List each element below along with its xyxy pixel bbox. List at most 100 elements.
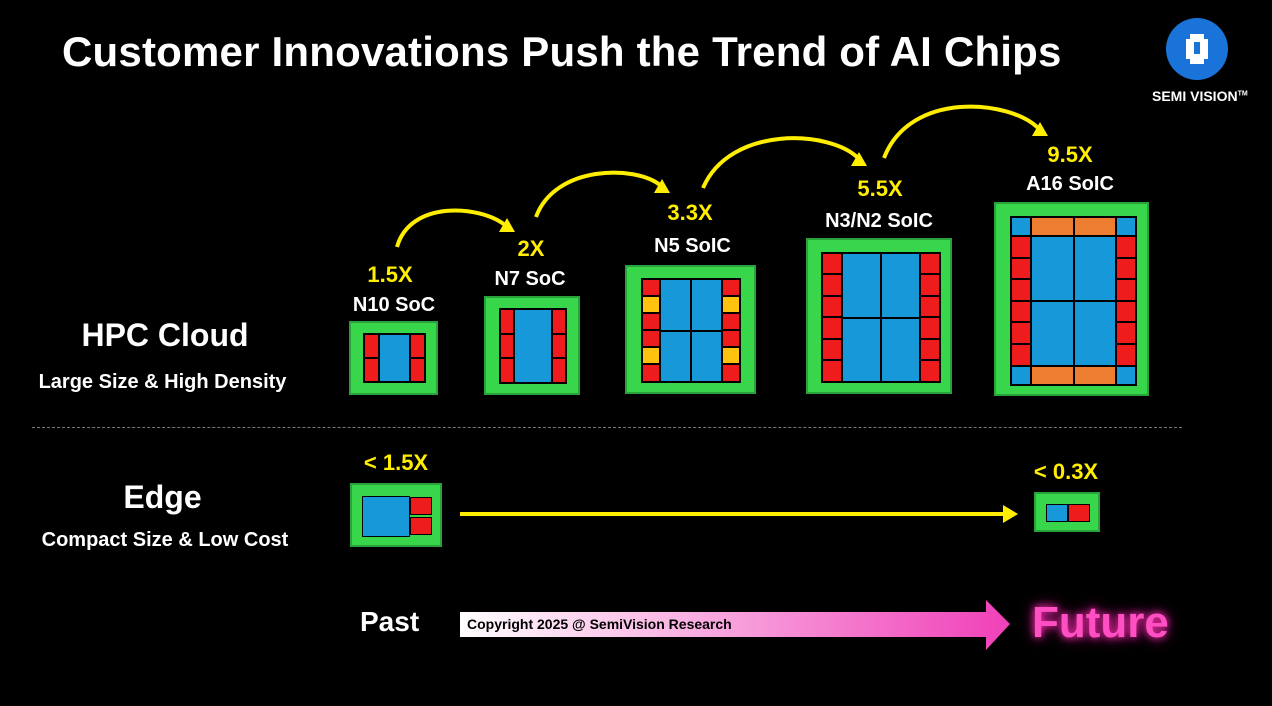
io-block <box>1074 366 1116 385</box>
chip-label-n10: N10 SoC <box>352 294 436 316</box>
io-block <box>1031 217 1074 236</box>
chip-n3n2-soic <box>806 238 952 394</box>
compute-die <box>1074 236 1116 301</box>
io-block <box>642 296 660 313</box>
multiplier-n10: 1.5X <box>367 262 413 287</box>
chip-edge-past <box>350 483 442 547</box>
logo-text: SEMI VISIONTM <box>1152 88 1248 104</box>
io-block <box>822 339 842 360</box>
compute-die <box>1031 236 1074 301</box>
chip-label-n7: N7 SoC <box>494 268 566 290</box>
io-block <box>364 358 379 382</box>
compute-die <box>691 279 722 331</box>
io-block <box>1031 366 1074 385</box>
io-block <box>722 330 740 347</box>
io-block <box>410 517 432 535</box>
io-block <box>1011 258 1031 279</box>
io-block <box>920 339 940 360</box>
future-label: Future <box>1032 598 1169 647</box>
io-block <box>410 358 425 382</box>
corner-die <box>1116 217 1136 236</box>
io-block <box>722 313 740 330</box>
io-block <box>1116 279 1136 301</box>
curve-arrow-2 <box>534 170 662 218</box>
compute-die <box>881 318 920 382</box>
io-block <box>1116 301 1136 322</box>
compute-die <box>881 253 920 318</box>
arrowhead-3 <box>851 152 867 166</box>
compute-die <box>842 253 881 318</box>
io-block <box>552 334 566 358</box>
io-block <box>822 360 842 382</box>
page-title: Customer Innovations Push the Trend of A… <box>62 28 1062 75</box>
multiplier-n5: 3.3X <box>667 200 713 225</box>
past-future-arrow <box>460 600 1010 650</box>
io-block <box>642 330 660 347</box>
io-block <box>500 334 514 358</box>
chip-edge-future <box>1034 492 1100 532</box>
multiplier-a16: 9.5X <box>1047 142 1093 167</box>
edge-arrowhead <box>1003 505 1018 523</box>
chip-label-a16: A16 SoIC <box>1026 173 1114 195</box>
corner-die <box>1011 217 1031 236</box>
io-block <box>1116 236 1136 258</box>
io-block <box>722 347 740 364</box>
chip-n10-soc <box>349 321 438 395</box>
section-divider <box>32 427 1182 428</box>
io-block <box>920 360 940 382</box>
arrowhead-1 <box>499 218 515 232</box>
io-block <box>410 334 425 358</box>
io-block <box>1011 322 1031 344</box>
chip-a16-soic <box>994 202 1149 396</box>
chip-n7-soc <box>484 296 580 395</box>
hpc-cloud-subtitle: Large Size & High Density <box>38 371 287 393</box>
io-block <box>722 364 740 382</box>
compute-die <box>1046 504 1068 522</box>
io-block <box>1011 236 1031 258</box>
io-block <box>1116 344 1136 366</box>
hpc-cloud-title: HPC Cloud <box>81 317 249 353</box>
compute-die <box>660 279 691 331</box>
corner-die <box>1116 366 1136 385</box>
io-block <box>1074 217 1116 236</box>
edge-title: Edge <box>123 479 202 515</box>
edge-subtitle: Compact Size & Low Cost <box>41 529 289 551</box>
io-block <box>1011 279 1031 301</box>
compute-die <box>362 496 410 537</box>
io-block <box>822 317 842 339</box>
semivision-logo <box>1166 18 1228 80</box>
chip-label-n5: N5 SoIC <box>654 235 731 257</box>
io-block <box>1011 301 1031 322</box>
corner-die <box>1011 366 1031 385</box>
io-block <box>920 317 940 339</box>
past-label: Past <box>360 606 420 637</box>
io-block <box>920 274 940 296</box>
multiplier-n3n2: 5.5X <box>857 176 903 201</box>
curve-arrow-1 <box>395 208 507 248</box>
io-block <box>722 296 740 313</box>
multiplier-edge-future: < 0.3X <box>1033 459 1099 484</box>
curve-arrow-3 <box>701 136 860 189</box>
multiplier-edge-past: < 1.5X <box>363 450 429 475</box>
io-block <box>642 364 660 382</box>
compute-die <box>1074 301 1116 366</box>
io-block <box>642 279 660 296</box>
compute-die <box>514 309 552 383</box>
io-block <box>920 296 940 317</box>
io-block <box>552 309 566 334</box>
io-block <box>552 358 566 383</box>
compute-die <box>379 334 410 382</box>
io-block <box>722 279 740 296</box>
io-block <box>1116 258 1136 279</box>
io-block <box>410 497 432 515</box>
compute-die <box>691 331 722 382</box>
io-block <box>822 296 842 317</box>
arrowhead-4 <box>1032 122 1048 136</box>
io-block <box>822 274 842 296</box>
io-block <box>1068 504 1090 522</box>
compute-die <box>842 318 881 382</box>
io-block <box>1116 322 1136 344</box>
multiplier-n7: 2X <box>517 236 545 261</box>
io-block <box>822 253 842 274</box>
